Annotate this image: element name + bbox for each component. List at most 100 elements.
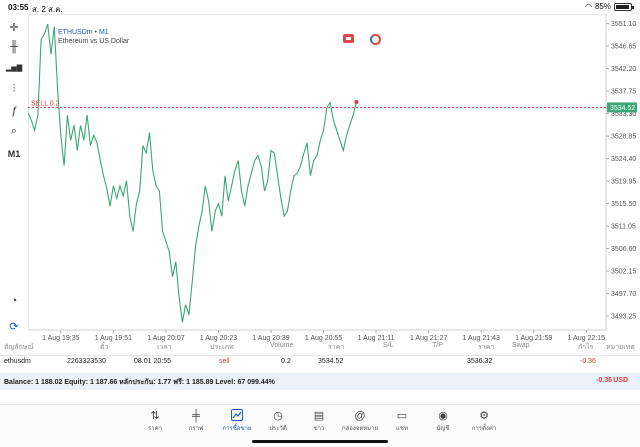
col-symbol: สัญลักษณ์ [4,344,34,351]
x-tick-label: 1 Aug 21:11 [358,335,395,342]
trade-icon [217,409,257,423]
nav-chat[interactable]: ▭ แชท [382,409,422,439]
nav-label: บัญชี [436,426,450,432]
balance-bar: Balance: 1 188.02 Equity: 1 187.66 หลักป… [0,373,640,390]
y-tick-label: 3502.15 [611,269,636,276]
nav-label: แชท [396,426,408,432]
y-tick-label: 3524.40 [611,156,636,163]
price-chart[interactable]: 3551.10 3546.65 3542.20 3537.75 3533.30 3528.… [28,14,637,342]
row-current: 3536.32 [467,358,493,365]
nav-settings[interactable]: ⚙ การตั้งค่า [464,409,504,439]
bottom-navigation: ⇅ ราคา ╪ กราฟ การซื้อขาย ◷ ประวัติ ▤ ข่า… [0,404,640,447]
objects-icon[interactable]: ⌕ [10,124,18,137]
y-tick-label: 3551.10 [611,21,636,28]
nav-label: ราคา [148,426,162,432]
battery-percent: 85% [594,2,611,11]
x-tick-label: 1 Aug 22:15 [568,335,605,342]
quotes-icon: ⇅ [150,410,160,422]
nav-account[interactable]: ◉ บัญชี [423,409,463,439]
nav-label: ประวัติ [269,426,287,432]
x-tick-label: 1 Aug 19:51 [95,335,132,342]
crosshair-icon[interactable]: ✛ [9,21,19,34]
col-current: ราคา [478,344,495,351]
y-tick-label: 3511.05 [611,224,636,231]
chart-svg[interactable]: 3551.10 3546.65 3542.20 3537.75 3533.30 3528.… [28,14,640,346]
speedometer-icon[interactable]: ◔ [10,295,18,307]
nav-chart[interactable]: ╪ กราฟ [176,409,216,439]
status-bar: 03:55 ส. 2 ส.ค. ◠ 85% [0,0,640,14]
sell-order-label: SELL 0.2 [31,100,60,107]
y-tick-label: 3537.75 [611,89,636,96]
y-tick-label: 3546.65 [611,44,636,51]
status-right: ◠ 85% [585,2,634,11]
y-tick-label: 3542.20 [611,66,636,73]
nav-mailbox[interactable]: @ กล่องจดหมาย [340,409,380,439]
col-comment: หมายเหตุ [606,344,635,351]
y-tick-label: 3528.85 [611,134,636,141]
y-tick-label: 3519.95 [611,179,636,186]
wifi-icon: ◠ [585,2,592,11]
status-time: 03:55 [8,3,29,12]
sync-icon[interactable]: ⟳ [9,320,19,333]
depth-of-market-icon[interactable] [370,34,381,45]
col-type: ประเภท [210,344,234,351]
col-volume: Volume [270,342,294,349]
nav-label: ข่าว [313,426,325,432]
plot-frame [28,14,607,331]
row-price: 3534.52 [318,358,344,365]
nav-quotes[interactable]: ⇅ ราคา [135,409,175,439]
nav-label: การตั้งค่า [471,426,497,432]
col-sl: S/L [383,342,394,349]
col-time: เวลา [157,344,172,351]
home-indicator [252,440,388,443]
chart-description: Ethereum vs US Dollar [58,38,130,45]
x-tick-label: 1 Aug 20:55 [305,335,342,342]
col-profit: กำไร [578,344,594,351]
x-tick-label: 1 Aug 21:43 [463,335,500,342]
settings-icon: ⚙ [479,410,489,422]
one-click-trading-icon[interactable] [343,34,354,43]
battery-icon [614,2,634,11]
status-date: ส. 2 ส.ค. [32,5,63,14]
table-row[interactable]: ethusdm 2263323530 08.01 20:55 sell 0.2 … [0,358,640,372]
x-tick-label: 1 Aug 20:23 [200,335,237,342]
nav-label: กล่องจดหมาย [341,426,379,432]
nav-label: กราฟ [188,426,204,432]
col-ticket: ตั๋ว [100,344,109,351]
row-profit: -0.36 [580,358,596,365]
bar-type-icon[interactable]: ▂▅▇ [5,65,23,72]
total-profit: -0.36 [596,377,612,384]
x-tick-label: 1 Aug 21:27 [410,335,447,342]
indicators-icon[interactable]: ⫶ [12,82,16,95]
y-tick-label: 3506.60 [611,246,636,253]
nav-news[interactable]: ▤ ข่าว [299,409,339,439]
chart-toolbar: ✛ ╫ ▂▅▇ ⫶ ƒ ⌕ M1 ◔ ⟳ [0,14,28,334]
function-icon[interactable]: ƒ [10,105,18,117]
row-time: 08.01 20:55 [134,358,171,365]
balance-text: Balance: 1 188.02 Equity: 1 187.66 หลักป… [4,379,275,386]
chat-icon: ▭ [396,410,408,422]
row-symbol: ethusdm [4,358,31,365]
candles-icon[interactable]: ╫ [10,41,18,53]
x-tick-label: 1 Aug 19:35 [42,335,79,342]
x-tick-label: 1 Aug 20:07 [147,335,184,342]
x-tick-label: 1 Aug 21:59 [515,335,552,342]
account-icon: ◉ [438,410,448,422]
col-swap: Swap [512,342,530,349]
y-tick-label: 3497.70 [611,291,636,298]
nav-trade[interactable]: การซื้อขาย [217,409,257,439]
history-icon: ◷ [273,410,283,422]
last-price-dot [354,99,359,104]
chart-symbol: ETHUSDm • M1 [58,29,109,36]
current-price-tag [607,102,637,113]
news-icon: ▤ [313,410,325,422]
price-line [28,23,357,323]
nav-label: การซื้อขาย [222,426,252,432]
row-type: sell [219,358,230,365]
mailbox-icon: @ [354,410,366,422]
nav-history[interactable]: ◷ ประวัติ [258,409,298,439]
y-tick-label: 3533.30 [611,111,636,118]
timeframe-button[interactable]: M1 [7,149,21,159]
chart-icon: ╪ [192,410,200,422]
y-tick-label: 3515.50 [611,201,636,208]
